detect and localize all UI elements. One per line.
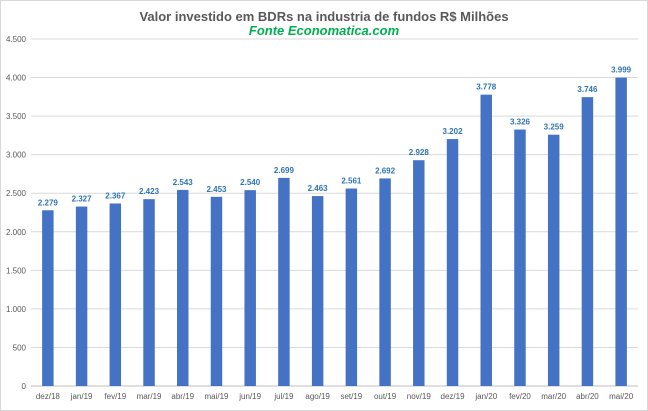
bar bbox=[177, 189, 189, 386]
bar bbox=[278, 177, 290, 386]
x-tick-label: jan/20 bbox=[474, 392, 497, 401]
data-label: 2.692 bbox=[375, 166, 396, 175]
data-label: 2.423 bbox=[139, 187, 160, 196]
data-label: 3.202 bbox=[443, 127, 464, 136]
bar bbox=[615, 77, 627, 387]
bar bbox=[547, 134, 560, 386]
bar bbox=[379, 178, 391, 386]
y-tick-label: 2.000 bbox=[6, 228, 27, 237]
bar bbox=[446, 139, 459, 386]
x-tick-label: out/19 bbox=[374, 392, 397, 401]
data-label: 2.540 bbox=[240, 178, 261, 187]
data-label: 2.928 bbox=[409, 148, 430, 157]
data-label: 2.543 bbox=[173, 178, 194, 187]
x-tick-label: dez/18 bbox=[36, 392, 61, 401]
chart-title: Valor investido em BDRs na industria de … bbox=[139, 9, 509, 24]
data-label: 3.259 bbox=[544, 123, 565, 132]
data-label: 2.453 bbox=[206, 185, 227, 194]
x-tick-label: dez/19 bbox=[441, 392, 466, 401]
bar bbox=[311, 196, 324, 386]
y-tick-label: 3.500 bbox=[6, 112, 27, 121]
x-tick-label: nov/19 bbox=[407, 392, 432, 401]
y-tick-label: 1.000 bbox=[6, 305, 27, 314]
x-tick-label: mai/20 bbox=[609, 392, 634, 401]
x-tick-label: mar/20 bbox=[541, 392, 566, 401]
y-tick-label: 2.500 bbox=[6, 189, 27, 198]
bar bbox=[413, 160, 425, 386]
bar bbox=[42, 210, 54, 386]
y-tick-label: 4.000 bbox=[6, 74, 27, 83]
x-tick-label: fev/20 bbox=[509, 392, 531, 401]
data-label: 2.463 bbox=[308, 184, 329, 193]
x-tick-label: set/19 bbox=[340, 392, 362, 401]
data-label: 2.327 bbox=[72, 195, 93, 204]
data-label: 3.778 bbox=[476, 83, 497, 92]
data-label: 3.746 bbox=[577, 85, 598, 94]
x-tick-label: abr/20 bbox=[576, 392, 599, 401]
bar bbox=[244, 190, 256, 386]
data-label: 2.279 bbox=[38, 198, 59, 207]
bar bbox=[109, 203, 122, 386]
bar bbox=[480, 94, 492, 386]
y-tick-label: 3.000 bbox=[6, 151, 27, 160]
bar bbox=[345, 188, 358, 386]
x-tick-label: abr/19 bbox=[171, 392, 194, 401]
chart-subtitle: Fonte Economatica.com bbox=[248, 23, 400, 38]
data-label: 2.367 bbox=[105, 191, 126, 200]
x-tick-label: jun/19 bbox=[238, 392, 261, 401]
bar bbox=[581, 97, 594, 386]
bar bbox=[143, 199, 155, 386]
bar bbox=[210, 196, 223, 386]
x-tick-label: fev/19 bbox=[104, 392, 126, 401]
bar bbox=[514, 129, 526, 386]
x-tick-label: jan/19 bbox=[70, 392, 93, 401]
data-label: 3.326 bbox=[510, 118, 531, 127]
data-label: 3.999 bbox=[611, 66, 632, 75]
data-label: 2.561 bbox=[341, 177, 362, 186]
x-tick-label: jul/19 bbox=[273, 392, 294, 401]
data-label: 2.699 bbox=[274, 166, 295, 175]
y-tick-label: 1.500 bbox=[6, 266, 27, 275]
x-tick-label: ago/19 bbox=[305, 392, 330, 401]
x-tick-label: mai/19 bbox=[204, 392, 229, 401]
bar bbox=[75, 206, 88, 386]
y-tick-label: 4.500 bbox=[6, 35, 27, 44]
y-tick-label: 0 bbox=[22, 382, 27, 391]
x-tick-label: mar/19 bbox=[137, 392, 162, 401]
y-tick-label: 500 bbox=[13, 343, 27, 352]
